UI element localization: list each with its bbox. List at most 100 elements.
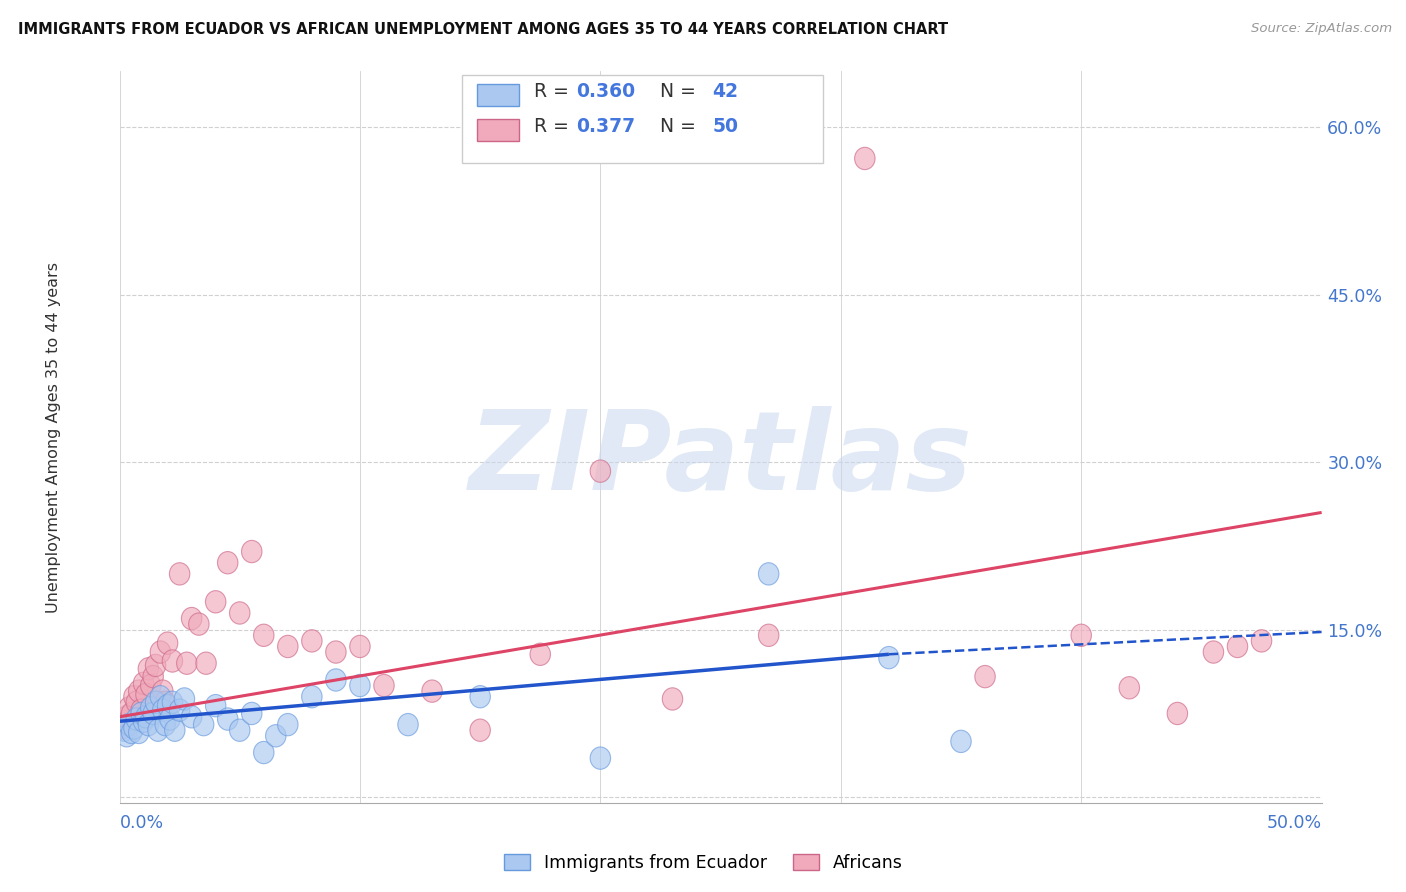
- Ellipse shape: [150, 686, 170, 708]
- Ellipse shape: [169, 563, 190, 585]
- Ellipse shape: [758, 624, 779, 647]
- FancyBboxPatch shape: [477, 119, 519, 141]
- Ellipse shape: [136, 683, 156, 706]
- Ellipse shape: [253, 741, 274, 764]
- Ellipse shape: [124, 686, 145, 708]
- FancyBboxPatch shape: [463, 75, 823, 162]
- Ellipse shape: [350, 635, 370, 657]
- Ellipse shape: [350, 674, 370, 697]
- Ellipse shape: [127, 691, 146, 714]
- Ellipse shape: [277, 635, 298, 657]
- Ellipse shape: [181, 607, 202, 630]
- Text: 50: 50: [713, 117, 738, 136]
- Ellipse shape: [242, 541, 262, 563]
- Text: ZIPatlas: ZIPatlas: [468, 406, 973, 513]
- Ellipse shape: [1204, 640, 1223, 664]
- Ellipse shape: [591, 460, 610, 483]
- Ellipse shape: [148, 691, 169, 714]
- Ellipse shape: [470, 686, 491, 708]
- Ellipse shape: [148, 719, 169, 741]
- Ellipse shape: [134, 673, 153, 695]
- FancyBboxPatch shape: [477, 84, 519, 106]
- Ellipse shape: [117, 724, 136, 747]
- Ellipse shape: [1119, 677, 1139, 699]
- Text: N =: N =: [648, 81, 703, 101]
- Ellipse shape: [157, 695, 177, 717]
- Ellipse shape: [181, 706, 202, 728]
- Text: 0.0%: 0.0%: [120, 814, 163, 831]
- Ellipse shape: [1167, 702, 1188, 724]
- Ellipse shape: [157, 632, 177, 654]
- Ellipse shape: [879, 647, 898, 669]
- Text: R =: R =: [534, 81, 575, 101]
- Ellipse shape: [134, 710, 153, 732]
- Ellipse shape: [326, 640, 346, 664]
- Ellipse shape: [165, 719, 186, 741]
- Text: IMMIGRANTS FROM ECUADOR VS AFRICAN UNEMPLOYMENT AMONG AGES 35 TO 44 YEARS CORREL: IMMIGRANTS FROM ECUADOR VS AFRICAN UNEMP…: [18, 22, 949, 37]
- Ellipse shape: [153, 680, 173, 702]
- Ellipse shape: [162, 649, 183, 673]
- Ellipse shape: [974, 665, 995, 688]
- Ellipse shape: [143, 665, 163, 688]
- Ellipse shape: [131, 702, 152, 724]
- Text: Unemployment Among Ages 35 to 44 years: Unemployment Among Ages 35 to 44 years: [46, 261, 60, 613]
- Ellipse shape: [758, 563, 779, 585]
- Ellipse shape: [205, 695, 226, 717]
- Ellipse shape: [229, 719, 250, 741]
- Ellipse shape: [145, 691, 166, 714]
- Ellipse shape: [174, 688, 194, 710]
- Ellipse shape: [530, 643, 551, 665]
- Ellipse shape: [138, 714, 159, 736]
- Ellipse shape: [1071, 624, 1091, 647]
- Ellipse shape: [302, 686, 322, 708]
- Ellipse shape: [662, 688, 683, 710]
- Ellipse shape: [131, 699, 152, 722]
- Ellipse shape: [138, 657, 159, 680]
- Ellipse shape: [121, 722, 142, 744]
- Ellipse shape: [128, 722, 149, 744]
- Ellipse shape: [242, 702, 262, 724]
- Text: 50.0%: 50.0%: [1267, 814, 1322, 831]
- Ellipse shape: [141, 697, 160, 719]
- Ellipse shape: [145, 654, 166, 677]
- Ellipse shape: [120, 714, 139, 736]
- Text: 0.360: 0.360: [576, 81, 636, 101]
- Ellipse shape: [326, 669, 346, 691]
- Ellipse shape: [855, 147, 875, 169]
- Ellipse shape: [205, 591, 226, 613]
- Ellipse shape: [950, 731, 972, 753]
- Ellipse shape: [169, 699, 190, 722]
- Ellipse shape: [177, 652, 197, 674]
- Ellipse shape: [374, 674, 394, 697]
- Ellipse shape: [195, 652, 217, 674]
- Ellipse shape: [229, 602, 250, 624]
- Ellipse shape: [128, 680, 149, 702]
- Text: Source: ZipAtlas.com: Source: ZipAtlas.com: [1251, 22, 1392, 36]
- Ellipse shape: [120, 697, 139, 719]
- Ellipse shape: [253, 624, 274, 647]
- Ellipse shape: [162, 691, 183, 714]
- Text: 42: 42: [713, 81, 738, 101]
- Text: N =: N =: [648, 117, 703, 136]
- Ellipse shape: [150, 640, 170, 664]
- Ellipse shape: [277, 714, 298, 736]
- Ellipse shape: [114, 710, 135, 732]
- Ellipse shape: [141, 674, 160, 697]
- Ellipse shape: [1251, 630, 1272, 652]
- Ellipse shape: [124, 717, 145, 739]
- Ellipse shape: [470, 719, 491, 741]
- Text: 0.377: 0.377: [576, 117, 636, 136]
- Ellipse shape: [302, 630, 322, 652]
- Ellipse shape: [153, 699, 173, 722]
- Ellipse shape: [127, 708, 146, 731]
- Ellipse shape: [1227, 635, 1247, 657]
- Text: R =: R =: [534, 117, 575, 136]
- Ellipse shape: [111, 717, 132, 739]
- Ellipse shape: [194, 714, 214, 736]
- Ellipse shape: [160, 708, 180, 731]
- Ellipse shape: [155, 691, 176, 714]
- Ellipse shape: [121, 702, 142, 724]
- Ellipse shape: [422, 680, 443, 702]
- Ellipse shape: [155, 714, 176, 736]
- Ellipse shape: [591, 747, 610, 769]
